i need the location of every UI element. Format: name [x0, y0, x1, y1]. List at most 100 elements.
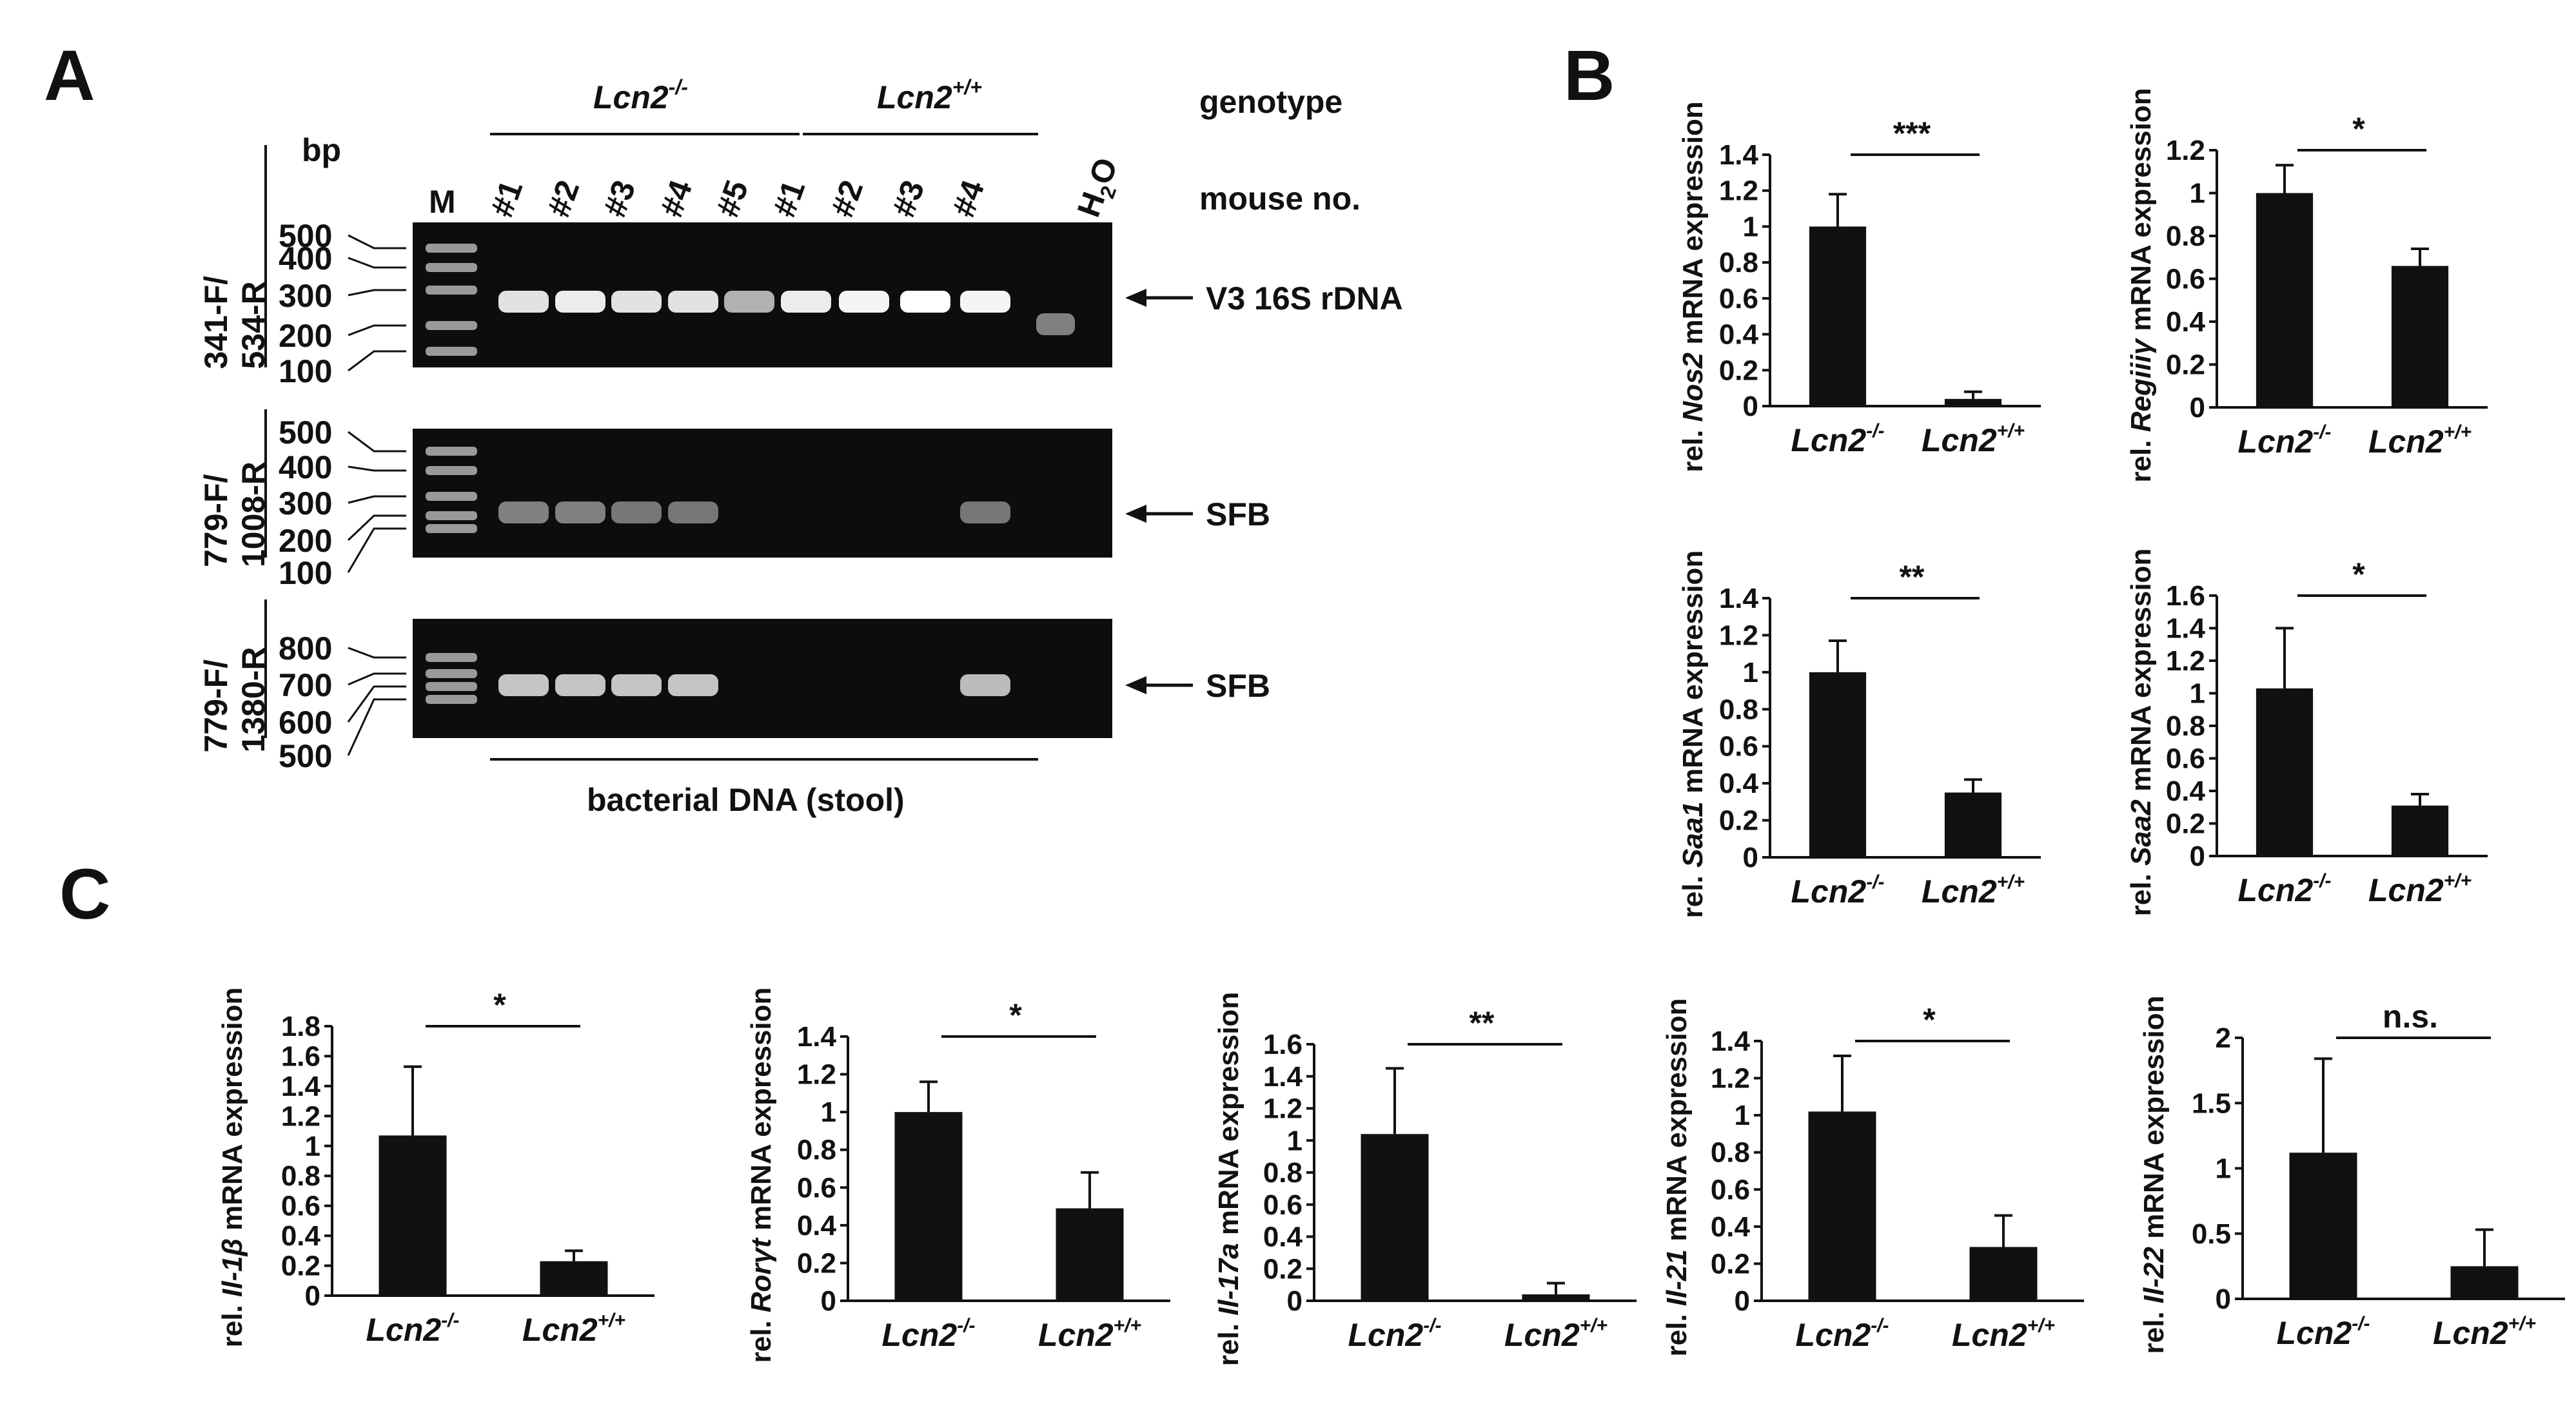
ladder-size-label: 300 [279, 278, 332, 314]
significance-label: * [2352, 111, 2365, 147]
genotype-header-wt: Lcn2+/+ [877, 75, 982, 115]
panel-label-b: B [1564, 36, 1615, 115]
ladder-size-label: 500 [279, 414, 332, 451]
y-axis-label: rel. Nos2 mRNA expression [1677, 101, 1709, 472]
y-tick-label: 0.8 [1719, 247, 1758, 278]
y-tick-label: 1.2 [2166, 645, 2205, 677]
y-tick-label: 1 [2216, 1153, 2231, 1185]
ladder-size-label: 300 [279, 485, 332, 521]
sample-band [668, 291, 718, 313]
y-tick-label: 0.6 [2166, 264, 2205, 295]
y-tick-label: 0 [2190, 392, 2205, 424]
y-tick-label: 0.6 [1719, 731, 1758, 763]
ladder-leader [348, 647, 406, 659]
y-tick-label: 1.2 [2166, 135, 2205, 166]
significance-label: * [1923, 1002, 1936, 1038]
y-tick-label: 0 [2190, 841, 2205, 872]
y-tick-label: 0.8 [2166, 710, 2205, 742]
y-tick-label: 0.4 [281, 1220, 321, 1252]
ladder-size-label: 400 [279, 449, 332, 485]
significance-label: * [1009, 997, 1022, 1033]
marker-label: M [429, 184, 456, 220]
product-arrowhead [1125, 289, 1146, 307]
lane-label: #3 [596, 175, 643, 221]
marker-band [426, 347, 477, 356]
category-label: Lcn2-/- [2237, 422, 2331, 460]
ladder-size-label: 700 [279, 667, 332, 703]
bar [1808, 1111, 1876, 1301]
y-tick-label: 1.6 [281, 1040, 320, 1072]
lane-label: #1 [766, 175, 812, 221]
genotype-header-ko: Lcn2-/- [593, 75, 688, 115]
y-tick-label: 0.2 [1711, 1248, 1750, 1280]
y-tick-label: 0.6 [1711, 1174, 1750, 1205]
category-label: Lcn2+/+ [2368, 422, 2472, 460]
lane-label: #2 [824, 175, 870, 221]
significance-label: ** [1900, 559, 1925, 595]
y-tick-label: 0.4 [1263, 1222, 1303, 1253]
bar-chart-nos2: 0 0.2 0.4 0.6 0.8 1 1.2 1.4 Lcn2-/- Lcn2+/+ *** rel… [1677, 101, 2041, 472]
bar-chart-il-17a: 00.20.40.60.811.21.41.6 Lcn2-/- Lcn2+/+ ** r… [1213, 992, 1637, 1366]
sample-band [839, 291, 889, 313]
sample-band [1036, 313, 1075, 335]
sample-band [900, 291, 950, 313]
primer-label: 779-F/ [198, 474, 234, 567]
marker-band [426, 492, 477, 501]
y-tick-label: 0 [821, 1285, 836, 1317]
bar [1944, 398, 2002, 406]
y-axis-label: rel. Il-17a mRNA expression [1213, 992, 1244, 1366]
sample-band [724, 291, 774, 313]
category-label: Lcn2+/+ [1038, 1315, 1141, 1353]
category-label: Lcn2+/+ [2433, 1313, 2536, 1351]
lane-label: #4 [945, 175, 992, 222]
y-tick-label: 0.4 [1711, 1211, 1751, 1243]
y-tick-label: 1.2 [797, 1059, 836, 1091]
y-tick-label: 0.4 [2166, 306, 2206, 338]
y-axis-label: rel. Regiiiγ mRNA expression [2125, 88, 2157, 482]
y-tick-label: 0 [2216, 1283, 2231, 1315]
y-axis-label: rel. Il-22 mRNA expression [2138, 996, 2170, 1354]
significance-label: * [493, 987, 506, 1023]
category-label: Lcn2-/- [1791, 420, 1884, 458]
bar-chart-regiii-: 0 0.2 0.4 0.6 0.8 1 1.2 Lcn2-/- Lcn2+/+ * rel. Reg… [2125, 88, 2488, 483]
y-tick-label: 1.2 [1719, 619, 1758, 651]
bar-chart-ror-t: 0 0.2 0.4 0.6 0.8 1 1.2 1.4 Lcn2-/- Lcn2+/+ * rel. … [745, 988, 1170, 1363]
ladder-size-label: 400 [279, 240, 332, 277]
bar [1969, 1247, 2038, 1301]
y-tick-label: 0.2 [1719, 355, 1758, 386]
y-tick-label: 1.5 [2192, 1087, 2231, 1119]
y-tick-label: 0.8 [797, 1134, 836, 1166]
lane-label: #5 [709, 175, 756, 221]
y-tick-label: 0.4 [2166, 775, 2206, 807]
y-tick-label: 0.8 [1263, 1157, 1303, 1189]
category-label: Lcn2-/- [1348, 1315, 1441, 1353]
y-tick-label: 1.8 [281, 1011, 320, 1042]
y-axis-label: rel. Saa1 mRNA expression [1677, 550, 1709, 919]
ladder-leader [348, 465, 406, 472]
ladder-size-label: 100 [279, 353, 332, 389]
y-tick-label: 1.4 [1263, 1061, 1303, 1093]
lane-label: #2 [540, 175, 587, 221]
bar [2256, 193, 2314, 407]
y-tick-label: 0.6 [1263, 1189, 1303, 1221]
product-label: V3 16S rDNA [1206, 280, 1403, 316]
ladder-leader [347, 527, 406, 573]
sample-band [555, 501, 605, 523]
y-tick-label: 0.2 [797, 1247, 836, 1279]
y-tick-label: 1.4 [1719, 139, 1759, 171]
y-tick-label: 1.6 [2166, 580, 2205, 612]
lane-label: #1 [484, 175, 530, 221]
y-tick-label: 0 [1735, 1285, 1750, 1317]
category-label: Lcn2+/+ [2368, 870, 2472, 908]
y-tick-label: 0.8 [2166, 220, 2205, 252]
bar [1056, 1208, 1124, 1301]
category-label: Lcn2-/- [366, 1310, 459, 1348]
ladder-leader [347, 685, 406, 723]
significance-label: *** [1893, 115, 1931, 151]
y-tick-label: 0 [305, 1280, 320, 1312]
marker-band [426, 669, 477, 678]
bar [540, 1261, 608, 1296]
lane-label: #4 [653, 175, 700, 222]
